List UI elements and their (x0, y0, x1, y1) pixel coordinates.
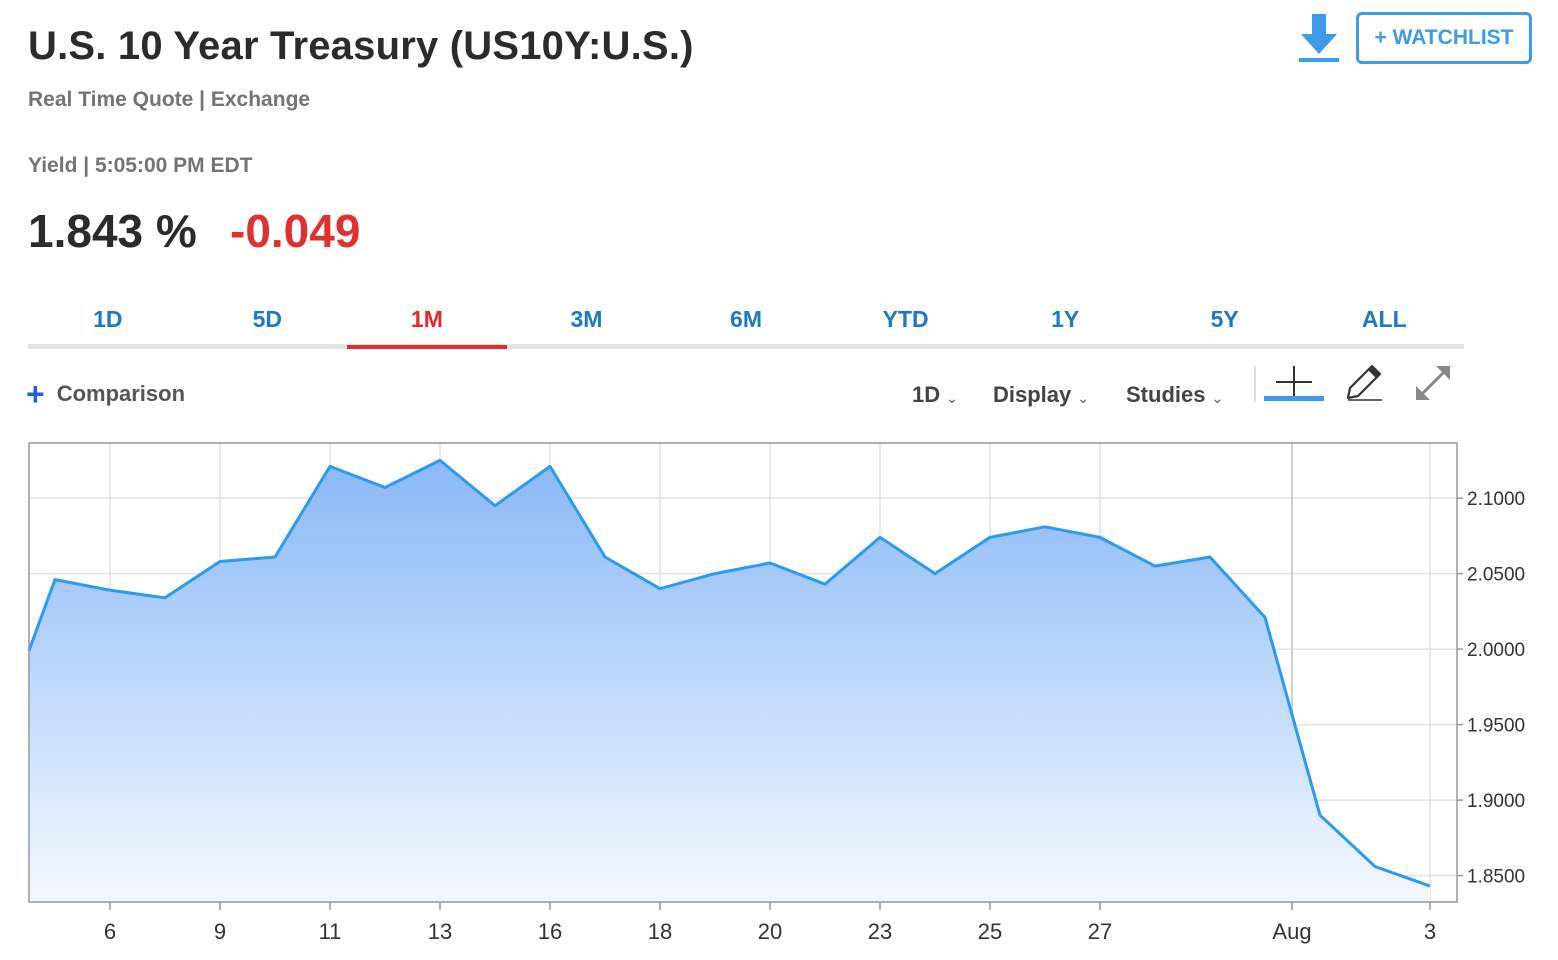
y-tick-label: 1.9500 (1467, 716, 1525, 737)
tab-5y[interactable]: 5Y (1210, 306, 1239, 332)
y-tick-label: 1.8500 (1467, 867, 1525, 888)
display-label: Display (993, 382, 1072, 407)
x-tick-label: 18 (648, 919, 672, 944)
studies-dropdown[interactable]: Studies ⌄ (1126, 382, 1223, 408)
y-tick-label: 2.1000 (1467, 489, 1525, 510)
tab-3m[interactable]: 3M (570, 306, 603, 332)
chevron-down-icon: ⌄ (946, 389, 958, 406)
x-tick-label: 16 (538, 919, 562, 944)
comparison-label: Comparison (56, 381, 186, 406)
download-icon (1299, 14, 1339, 62)
studies-label: Studies (1126, 382, 1206, 407)
fullscreen-button[interactable] (1412, 362, 1454, 409)
expand-icon (1416, 366, 1450, 400)
area-fill (29, 460, 1430, 902)
tab-all[interactable]: ALL (1361, 306, 1407, 332)
interval-dropdown[interactable]: 1D ⌄ (912, 382, 958, 408)
chevron-down-icon: ⌄ (1211, 389, 1224, 406)
y-tick-label: 2.0500 (1467, 565, 1525, 586)
plus-icon: + (26, 376, 45, 412)
x-tick-label: Aug (1272, 919, 1311, 944)
page-title: U.S. 10 Year Treasury (US10Y:U.S.) (28, 24, 694, 68)
y-tick-label: 1.9000 (1467, 791, 1525, 812)
y-tick-label: 2.0000 (1467, 640, 1525, 661)
chevron-down-icon: ⌄ (1077, 389, 1089, 406)
time-range-tabs: 1D 5D 1M 3M 6M YTD 1Y 5Y ALL (28, 300, 1464, 349)
tab-1y[interactable]: 1Y (1051, 306, 1080, 332)
current-yield: 1.843 % (28, 205, 197, 257)
display-dropdown[interactable]: Display ⌄ (993, 382, 1089, 408)
tab-5d[interactable]: 5D (252, 306, 283, 332)
x-tick-label: 27 (1088, 919, 1112, 944)
x-tick-label: 6 (104, 919, 116, 944)
quote-source: Real Time Quote | Exchange (28, 88, 311, 111)
x-tick-label: 11 (319, 919, 342, 944)
tab-1m[interactable]: 1M (347, 300, 507, 349)
interval-label: 1D (912, 382, 941, 407)
pencil-icon (1346, 364, 1382, 401)
plot-frame (28, 442, 1458, 903)
add-to-watchlist-button[interactable]: + WATCHLIST (1356, 12, 1532, 64)
x-tick-label: 20 (758, 919, 782, 944)
crosshair-icon (1264, 366, 1324, 401)
x-tick-label: 9 (214, 919, 226, 944)
tab-6m[interactable]: 6M (730, 306, 762, 332)
tab-1d[interactable]: 1D (93, 306, 123, 332)
x-tick-label: 23 (868, 919, 892, 944)
crosshair-tool-button[interactable] (1262, 364, 1326, 409)
yield-series-line (27, 458, 1431, 888)
comparison-button[interactable]: + Comparison (26, 376, 186, 412)
x-tick-label: 13 (428, 919, 452, 944)
toolbar-divider (1254, 366, 1256, 402)
tab-ytd[interactable]: YTD (882, 306, 929, 332)
yield-change: -0.049 (230, 205, 361, 257)
download-button[interactable] (1296, 12, 1342, 66)
x-tick-label: 3 (1424, 919, 1436, 944)
x-tick-label: 25 (978, 919, 1002, 944)
yield-timestamp: Yield | 5:05:00 PM EDT (28, 154, 253, 177)
draw-tool-button[interactable] (1344, 362, 1386, 409)
